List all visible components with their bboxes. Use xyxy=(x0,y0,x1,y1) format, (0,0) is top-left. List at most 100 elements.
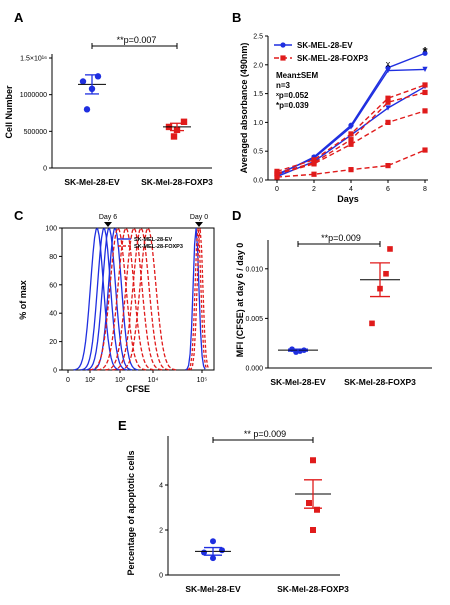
legend-label-foxp3: SK-MEL-28-FOXP3 xyxy=(297,54,369,63)
stats-text: *p=0.039 xyxy=(276,101,309,110)
legend-marker-foxp3 xyxy=(280,55,286,61)
x-tick-label: 10⁵ xyxy=(197,377,208,384)
series-point xyxy=(385,105,391,111)
marker-star: * xyxy=(422,44,428,59)
data-point xyxy=(310,527,316,533)
histogram-curve xyxy=(119,226,177,371)
legend-marker-ev xyxy=(280,42,286,48)
series-point xyxy=(274,171,280,177)
y-tick-label: 0.000 xyxy=(245,366,263,373)
data-point xyxy=(210,555,216,562)
data-point xyxy=(210,538,216,545)
panel-label: E xyxy=(118,418,127,433)
series-point xyxy=(422,147,428,153)
y-tick-label: 60 xyxy=(49,282,57,289)
series-point xyxy=(422,66,428,73)
data-point xyxy=(170,133,178,140)
data-point xyxy=(79,78,87,85)
y-tick-label: 0 xyxy=(53,368,57,375)
x-tick-label: 0 xyxy=(275,186,279,193)
category-label: SK-Mel-28-FOXP3 xyxy=(277,584,349,594)
series-point xyxy=(348,141,354,147)
panel-e: E 0 2 4 Percentage of apoptotic cells SK-Mel-… xyxy=(118,418,349,594)
data-point xyxy=(306,500,312,506)
y-tick-label: 0 xyxy=(43,166,47,173)
series-point xyxy=(385,119,391,125)
x-tick-label: 2 xyxy=(312,186,316,193)
x-tick-label: 10² xyxy=(85,377,96,384)
y-axis-label: Percentage of apoptotic cells xyxy=(126,450,136,575)
y-tick-label: 0.005 xyxy=(245,316,263,323)
panel-a: A 0 500000 1000000 1.5×10¹⁶ Cell Number SK-Mel… xyxy=(4,10,213,187)
histogram-curve xyxy=(105,226,163,371)
annotation-day0: Day 0 xyxy=(190,214,208,221)
series-line xyxy=(276,68,426,175)
y-tick-label: 0.0 xyxy=(253,178,263,185)
data-point xyxy=(310,457,316,464)
series-point xyxy=(348,137,354,143)
category-label: SK-Mel-28-FOXP3 xyxy=(141,177,213,187)
category-label: SK-Mel-28-EV xyxy=(270,377,326,387)
y-tick-label: 1.5 xyxy=(253,91,263,98)
annotation-day6: Day 6 xyxy=(99,214,117,221)
histogram-curve xyxy=(97,226,155,371)
histogram-curve xyxy=(185,228,206,371)
y-tick-label: 2.0 xyxy=(253,62,263,69)
panel-label: A xyxy=(14,10,24,25)
y-tick-label: 1.5×10¹⁶ xyxy=(20,56,47,63)
histogram-curve xyxy=(189,228,210,371)
x-axis-label: Days xyxy=(337,194,359,204)
data-point xyxy=(83,106,91,113)
significance-label: **p=0.007 xyxy=(117,35,157,45)
x-tick-label: 10³ xyxy=(115,377,126,384)
panel-label: C xyxy=(14,208,24,223)
histogram-curve xyxy=(73,227,121,371)
stats-text: n=3 xyxy=(276,81,291,90)
series-point xyxy=(385,163,391,169)
series-point xyxy=(311,171,317,177)
data-point xyxy=(180,118,188,125)
series-point xyxy=(385,67,391,74)
x-tick-label: 6 xyxy=(386,186,390,193)
histogram-curve xyxy=(112,226,170,371)
y-tick-label: 0.010 xyxy=(245,266,263,273)
histogram-curve xyxy=(89,226,147,371)
category-label: SK-Mel-28-EV xyxy=(185,584,241,594)
significance-label: ** p=0.009 xyxy=(244,429,286,439)
y-tick-label: 4 xyxy=(159,483,163,490)
x-axis-label: CFSE xyxy=(126,384,150,394)
y-tick-label: 1.0 xyxy=(253,120,263,127)
marker-x: x xyxy=(386,59,391,69)
category-label: SK-Mel-28-EV xyxy=(64,177,120,187)
series-point xyxy=(348,124,354,130)
legend-label-ev: SK-MEL-28-EV xyxy=(134,237,173,243)
stats-text: ˣp=0.052 xyxy=(275,91,309,100)
series-point xyxy=(348,167,354,173)
data-point xyxy=(383,270,389,277)
series-point xyxy=(311,161,317,167)
x-tick-label: 8 xyxy=(423,186,427,193)
series-point xyxy=(311,157,317,163)
histogram-curve xyxy=(80,227,128,371)
histogram-curve xyxy=(85,227,133,371)
stats-text: Mean±SEM xyxy=(276,71,319,80)
panel-c: C 0 20 40 60 80 100 0 10² 10³ 10⁴ 10⁵ CFSE % of max SK… xyxy=(14,208,215,394)
y-axis-label: Cell Number xyxy=(4,85,14,139)
y-axis-label: Averaged absorbance (490nm) xyxy=(239,43,249,174)
x-tick-label: 0 xyxy=(66,377,70,384)
y-tick-label: 1000000 xyxy=(20,92,47,99)
category-label: SK-Mel-28-FOXP3 xyxy=(344,377,416,387)
series-point xyxy=(348,131,354,137)
legend-label-foxp3: SK-MEL-28-FOXP3 xyxy=(134,244,183,250)
y-tick-label: 40 xyxy=(49,311,57,318)
series-point xyxy=(422,89,428,96)
series-point xyxy=(385,95,391,101)
y-axis-label: MFI (CFSE) at day 6 / day 0 xyxy=(235,243,245,358)
panel-b: B 0.0 0.5 1.0 1.5 2.0 2.5 0 2 4 6 8 Days Averaged abs… xyxy=(232,10,428,204)
data-point xyxy=(94,73,102,80)
panel-label: D xyxy=(232,208,241,223)
data-point xyxy=(387,246,393,252)
y-tick-label: 2.5 xyxy=(253,34,263,41)
